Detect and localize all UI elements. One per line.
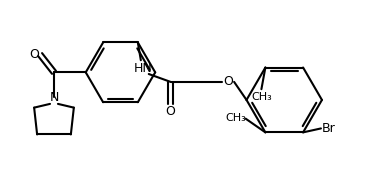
Text: HN: HN (134, 62, 152, 75)
Text: CH₃: CH₃ (225, 113, 246, 122)
Text: O: O (29, 48, 39, 61)
Text: O: O (166, 105, 175, 118)
Text: CH₃: CH₃ (251, 92, 272, 102)
Text: O: O (223, 75, 233, 88)
Text: Br: Br (322, 122, 336, 135)
Text: N: N (49, 91, 59, 104)
